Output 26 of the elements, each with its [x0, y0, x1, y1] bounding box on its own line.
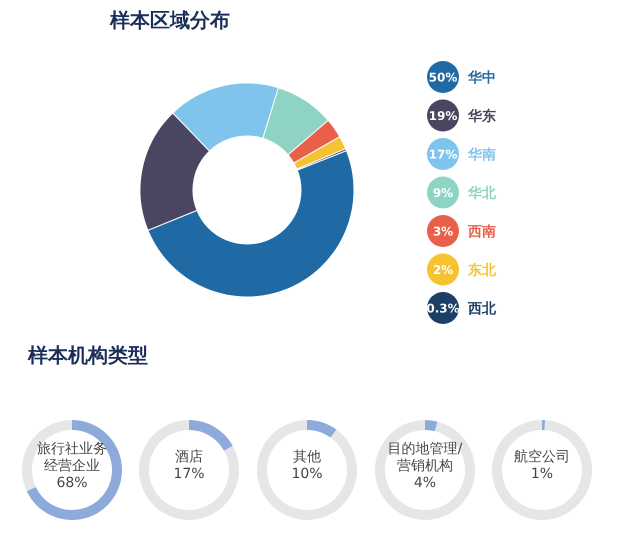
- data-label: 9%: [432, 186, 454, 200]
- slice-label: 航空公司: [513, 449, 571, 466]
- chart-title: 样本机构类型: [27, 343, 148, 367]
- legend-label: 华中: [467, 70, 496, 86]
- data-label: 1%: [530, 466, 554, 483]
- data-label: 50%: [428, 70, 458, 84]
- legend-label: 东北: [467, 262, 497, 278]
- data-label: 17%: [428, 148, 458, 162]
- legend-label: 西南: [467, 224, 496, 240]
- data-label: 3%: [432, 224, 454, 238]
- slice-label: 其他: [292, 449, 322, 466]
- data-label: 17%: [172, 466, 206, 483]
- data-label: 19%: [428, 109, 458, 123]
- data-label: 0.3%: [426, 302, 460, 316]
- data-label: 68%: [55, 474, 89, 492]
- slice-label: 目的地管理/营销机构: [387, 440, 463, 474]
- data-label: 2%: [432, 263, 454, 277]
- legend-label: 华北: [467, 186, 497, 202]
- data-label: 10%: [290, 466, 324, 483]
- legend-label: 西北: [467, 301, 497, 317]
- data-label: 4%: [412, 474, 438, 492]
- slice-label: 酒店: [174, 449, 204, 466]
- legend-label: 华东: [467, 108, 496, 124]
- chart-title: 样本区域分布: [109, 8, 230, 32]
- slice-label: 旅行社业务经营企业: [36, 440, 108, 474]
- legend-label: 华南: [467, 147, 496, 163]
